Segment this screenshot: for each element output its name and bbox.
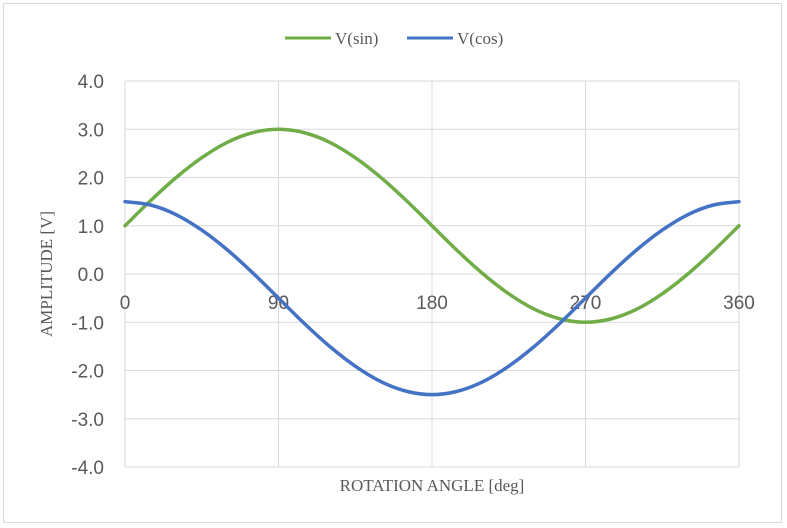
series-line-vcos — [123, 199, 741, 397]
y-axis-title: AMPLITUDE [V] — [37, 211, 56, 337]
x-tick-label: 90 — [268, 293, 289, 314]
x-tick-label: 360 — [723, 293, 755, 314]
y-axis-tick-labels: 4.0 3.0 2.0 1.0 0.0 -1.0 -2.0 -3.0 -4.0 — [71, 72, 104, 479]
legend: V(sin) V(cos) — [285, 29, 503, 48]
x-axis-title: ROTATION ANGLE [deg] — [340, 476, 525, 495]
x-tick-label: 0 — [120, 293, 131, 314]
y-tick-label: 4.0 — [78, 72, 104, 93]
y-tick-label: -3.0 — [71, 410, 104, 431]
legend-label-vcos: V(cos) — [457, 29, 503, 48]
chart-area — [3, 3, 782, 523]
data-series — [123, 127, 741, 397]
y-tick-label: -2.0 — [71, 362, 104, 383]
y-tick-label: 2.0 — [78, 169, 104, 190]
y-tick-label: 0.0 — [78, 265, 104, 286]
legend-label-vsin: V(sin) — [335, 29, 378, 48]
y-tick-label: 3.0 — [78, 120, 104, 141]
series-line-vsin — [123, 127, 741, 325]
y-tick-label: -1.0 — [71, 313, 104, 334]
gridlines — [124, 80, 740, 468]
x-tick-label: 180 — [416, 293, 448, 314]
y-tick-label: -4.0 — [71, 458, 104, 479]
y-tick-label: 1.0 — [78, 217, 104, 238]
x-axis-tick-labels: 0 90 180 270 360 — [120, 293, 755, 314]
x-tick-label: 270 — [570, 293, 602, 314]
